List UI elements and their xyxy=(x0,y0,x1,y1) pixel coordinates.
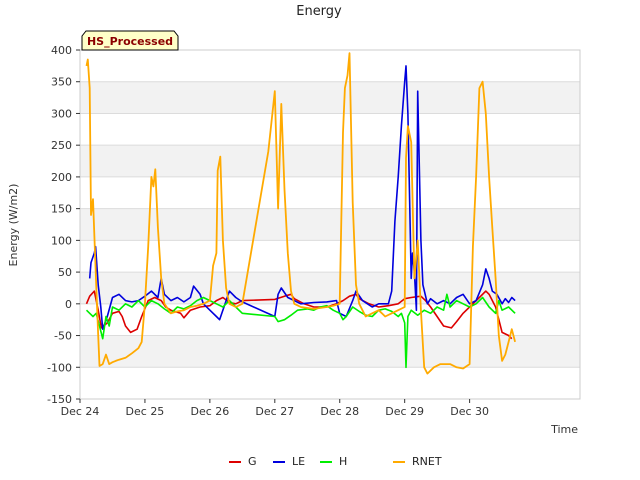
y-tick-label: 0 xyxy=(65,298,72,311)
chart-title: Energy xyxy=(296,4,342,19)
y-tick-label: 350 xyxy=(51,76,72,89)
x-tick-label: Dec 28 xyxy=(320,405,359,418)
y-tick-label: 200 xyxy=(51,171,72,184)
y-tick-label: 300 xyxy=(51,107,72,120)
legend-label-g: G xyxy=(248,455,257,468)
x-tick-label: Dec 25 xyxy=(126,405,165,418)
x-tick-label: Dec 30 xyxy=(450,405,489,418)
series-line-rnet xyxy=(85,52,516,375)
legend: G LE H RNET xyxy=(229,455,442,468)
legend-label-rnet: RNET xyxy=(412,455,442,468)
y-axis-label: Energy (W/m2) xyxy=(7,184,20,267)
plot-frame xyxy=(79,49,581,400)
y-tick-label: 250 xyxy=(51,139,72,152)
grid-band xyxy=(80,145,580,177)
legend-label-le: LE xyxy=(292,455,305,468)
hs-processed-badge: HS_Processed xyxy=(81,30,179,51)
x-axis-label: Time xyxy=(550,423,578,436)
x-tick-label: Dec 29 xyxy=(385,405,424,418)
plot-background xyxy=(80,50,580,399)
y-tick-label: -100 xyxy=(47,361,72,374)
series-line-le xyxy=(88,65,516,330)
y-tick-label: -150 xyxy=(47,393,72,406)
grid-band xyxy=(80,208,580,241)
badge-box xyxy=(81,30,179,51)
x-tick-label: Dec 26 xyxy=(190,405,229,418)
x-tick-label: Dec 27 xyxy=(255,405,294,418)
grid-band xyxy=(80,81,580,114)
y-tick-label: -50 xyxy=(54,330,72,343)
y-tick-label: 100 xyxy=(51,234,72,247)
axes: -150 -100 -50 0 50 100 150 200 250 300 350 400 Dec 2… xyxy=(47,44,581,418)
legend-label-h: H xyxy=(339,455,347,468)
y-tick-label: 50 xyxy=(58,266,72,279)
badge-label: HS_Processed xyxy=(87,35,173,48)
x-tick-label: Dec 24 xyxy=(61,405,100,418)
grid-band xyxy=(80,335,580,368)
y-tick-label: 150 xyxy=(51,203,72,216)
y-tick-label: 400 xyxy=(51,44,72,57)
series-line-h xyxy=(85,293,516,369)
series-layer xyxy=(85,52,516,375)
